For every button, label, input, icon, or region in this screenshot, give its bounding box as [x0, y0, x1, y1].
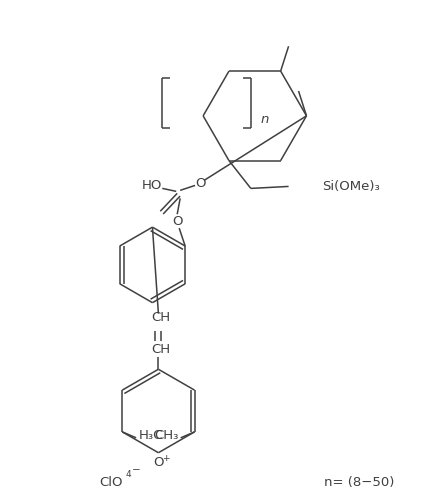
Text: CH: CH — [151, 311, 170, 324]
Text: n: n — [261, 114, 269, 126]
Text: O: O — [153, 456, 164, 469]
Text: n= (8−50): n= (8−50) — [324, 476, 394, 489]
Text: H₃C: H₃C — [139, 430, 163, 442]
Text: O: O — [195, 177, 205, 190]
Text: Si(OMe)₃: Si(OMe)₃ — [322, 180, 380, 193]
Text: O: O — [172, 214, 182, 228]
Text: CH₃: CH₃ — [154, 430, 178, 442]
Text: CH: CH — [151, 343, 170, 356]
Text: +: + — [162, 454, 169, 463]
Text: −: − — [131, 464, 140, 474]
Text: HO: HO — [142, 179, 163, 192]
Text: 4: 4 — [126, 470, 131, 478]
Text: ClO: ClO — [99, 476, 122, 489]
